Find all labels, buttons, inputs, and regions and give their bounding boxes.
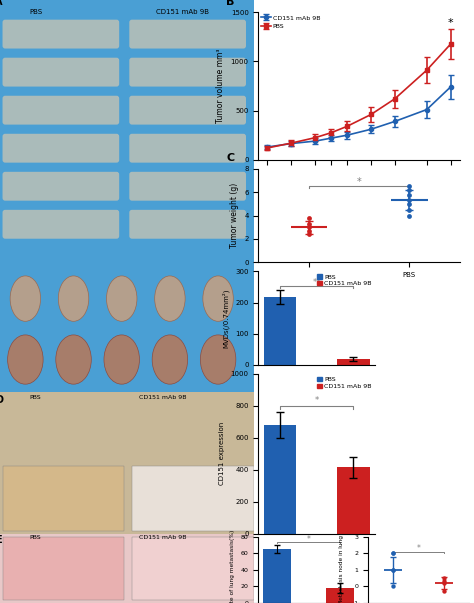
Ellipse shape: [155, 276, 185, 321]
Bar: [337, 359, 370, 365]
Point: [440, 576, 447, 586]
Ellipse shape: [203, 276, 233, 321]
Text: CD151 mAb 9B: CD151 mAb 9B: [138, 395, 186, 400]
Text: A: A: [0, 0, 2, 7]
Text: D: D: [0, 395, 3, 405]
Ellipse shape: [56, 335, 91, 384]
Text: C: C: [226, 153, 234, 163]
Point: [305, 213, 312, 223]
Text: **: **: [312, 279, 321, 288]
FancyBboxPatch shape: [2, 134, 119, 163]
Point: [406, 205, 413, 215]
FancyBboxPatch shape: [129, 172, 246, 201]
Y-axis label: MVDs(/0.74mm²): MVDs(/0.74mm²): [222, 288, 229, 348]
FancyBboxPatch shape: [129, 96, 246, 125]
FancyBboxPatch shape: [2, 20, 119, 48]
Text: PBS: PBS: [29, 9, 42, 15]
X-axis label: Days: Days: [349, 181, 369, 190]
Text: E: E: [0, 535, 1, 545]
Bar: [264, 297, 297, 365]
Point: [305, 223, 312, 232]
Text: *: *: [417, 544, 420, 553]
Text: *: *: [314, 396, 319, 405]
Point: [406, 182, 413, 191]
Point: [305, 230, 312, 239]
FancyBboxPatch shape: [129, 134, 246, 163]
Point: [390, 565, 397, 575]
FancyBboxPatch shape: [2, 210, 119, 239]
Bar: [2, 537, 124, 599]
Point: [406, 185, 413, 195]
Y-axis label: Rate of lung metastasis(%): Rate of lung metastasis(%): [230, 529, 235, 603]
Point: [390, 581, 397, 591]
Point: [390, 549, 397, 558]
Bar: [132, 537, 254, 599]
Text: CD151 mAb 9B: CD151 mAb 9B: [138, 535, 186, 540]
Point: [406, 210, 413, 220]
Bar: [263, 549, 292, 603]
Legend: PBS, CD151 mAb 9B: PBS, CD151 mAb 9B: [317, 274, 372, 286]
Bar: [132, 466, 254, 531]
Legend: CD151 mAb 9B, PBS: CD151 mAb 9B, PBS: [262, 15, 320, 29]
Point: [390, 549, 397, 558]
Bar: [264, 425, 297, 534]
Text: CD151 mAb 9B: CD151 mAb 9B: [156, 9, 209, 15]
Point: [440, 578, 447, 588]
Ellipse shape: [10, 276, 41, 321]
Point: [440, 587, 447, 596]
Text: PBS: PBS: [30, 535, 41, 540]
Point: [305, 226, 312, 236]
FancyBboxPatch shape: [2, 96, 119, 125]
Bar: [2, 466, 124, 531]
Bar: [337, 467, 370, 534]
FancyBboxPatch shape: [129, 20, 246, 48]
Legend: PBS, CD151 mAb 9B: PBS, CD151 mAb 9B: [317, 377, 372, 389]
Text: *: *: [448, 18, 454, 28]
Point: [406, 199, 413, 209]
Point: [305, 219, 312, 229]
FancyBboxPatch shape: [2, 58, 119, 87]
Point: [440, 573, 447, 583]
Ellipse shape: [58, 276, 89, 321]
Ellipse shape: [104, 335, 139, 384]
Text: *: *: [356, 177, 362, 187]
Ellipse shape: [201, 335, 236, 384]
Text: B: B: [226, 0, 235, 7]
Y-axis label: Tumor weight (g): Tumor weight (g): [229, 183, 238, 248]
FancyBboxPatch shape: [129, 210, 246, 239]
Point: [406, 190, 413, 200]
Text: *: *: [307, 535, 310, 544]
Ellipse shape: [107, 276, 137, 321]
Y-axis label: Tumor volume mm³: Tumor volume mm³: [216, 49, 225, 123]
Point: [390, 565, 397, 575]
FancyBboxPatch shape: [129, 58, 246, 87]
Point: [406, 195, 413, 205]
FancyBboxPatch shape: [2, 172, 119, 201]
Y-axis label: Metastasis node in lung: Metastasis node in lung: [339, 535, 344, 603]
Ellipse shape: [8, 335, 43, 384]
Text: PBS: PBS: [30, 395, 41, 400]
Bar: [326, 588, 355, 603]
Y-axis label: CD151 expression: CD151 expression: [219, 422, 225, 485]
Ellipse shape: [152, 335, 188, 384]
